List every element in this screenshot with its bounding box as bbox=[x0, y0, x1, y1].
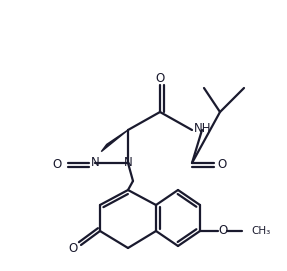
Text: CH₃: CH₃ bbox=[251, 226, 270, 236]
Text: NH: NH bbox=[194, 121, 212, 134]
Text: O: O bbox=[217, 157, 227, 170]
Text: O: O bbox=[68, 241, 77, 254]
Text: O: O bbox=[218, 224, 228, 237]
Polygon shape bbox=[101, 130, 128, 151]
Text: O: O bbox=[52, 157, 62, 170]
Text: N: N bbox=[91, 156, 99, 169]
Text: O: O bbox=[155, 72, 165, 85]
Text: N: N bbox=[124, 156, 132, 169]
